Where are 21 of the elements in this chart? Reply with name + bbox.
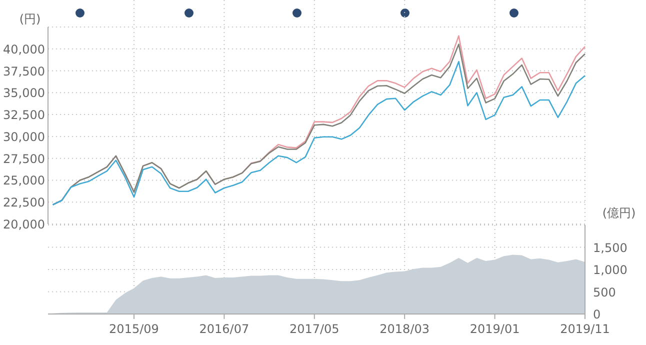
y-tick-label: 32,500 bbox=[3, 108, 45, 122]
x-tick-label: 2019/01 bbox=[470, 322, 520, 336]
y-tick-label: 30,000 bbox=[3, 130, 45, 144]
x-tick-label: 2015/09 bbox=[109, 322, 159, 336]
y-tick-label: 37,500 bbox=[3, 64, 45, 78]
y-tick-label: 0 bbox=[593, 308, 601, 322]
y-tick-label: 1,000 bbox=[593, 263, 628, 277]
y-axis-title: (億円) bbox=[602, 206, 636, 220]
y-tick-label: 27,500 bbox=[3, 152, 45, 166]
y-tick-label: 25,000 bbox=[3, 174, 45, 188]
y-tick-label: 20,000 bbox=[3, 218, 45, 232]
x-tick-label: 2019/11 bbox=[560, 322, 610, 336]
y-tick-label: 22,500 bbox=[3, 196, 45, 210]
y-tick-label: 500 bbox=[593, 285, 616, 300]
y-tick-label: 1,500 bbox=[593, 240, 628, 255]
x-tick-label: 2017/05 bbox=[289, 322, 340, 336]
y-axis-title: (円) bbox=[19, 12, 41, 26]
x-tick-label: 2018/03 bbox=[380, 322, 430, 336]
y-tick-label: 35,000 bbox=[3, 86, 45, 100]
x-tick-label: 2016/07 bbox=[199, 322, 250, 336]
y-tick-label: 40,000 bbox=[3, 42, 45, 56]
